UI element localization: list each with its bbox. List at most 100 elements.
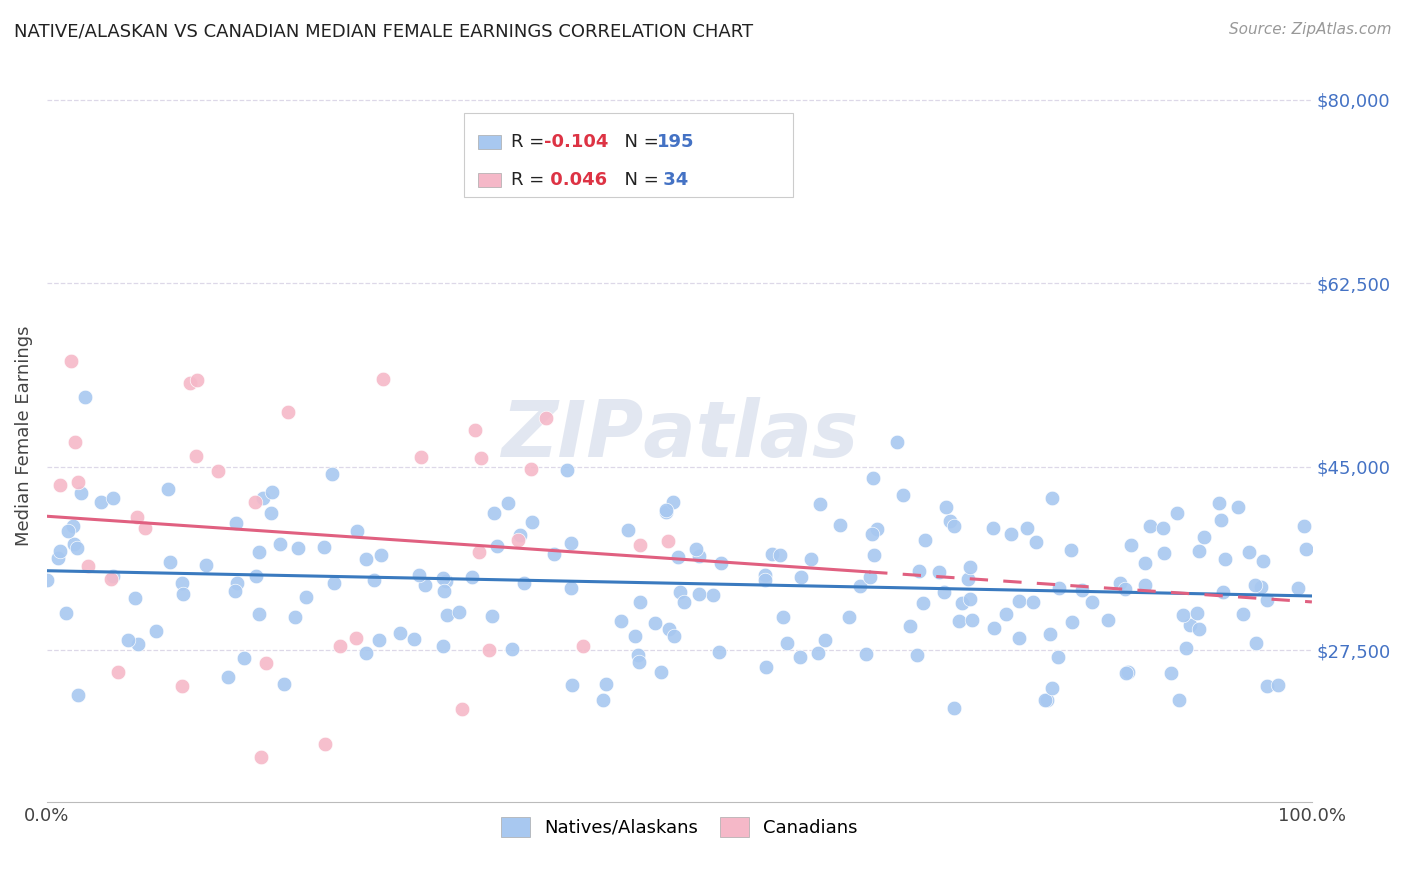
- Point: [90, 495, 112, 509]
- Point: [287, 541, 309, 555]
- Point: [481, 608, 503, 623]
- Point: [1171, 608, 1194, 623]
- Point: [1226, 500, 1249, 515]
- Point: [1035, 693, 1057, 707]
- Point: [623, 629, 645, 643]
- Point: [1194, 530, 1216, 544]
- Point: [269, 537, 291, 551]
- Point: [592, 693, 614, 707]
- Point: [543, 547, 565, 561]
- Point: [754, 573, 776, 587]
- Point: [891, 488, 914, 502]
- Point: [1256, 593, 1278, 607]
- Point: [1250, 580, 1272, 594]
- Point: [814, 633, 837, 648]
- Point: [249, 750, 271, 764]
- Point: [172, 587, 194, 601]
- Point: [354, 646, 377, 660]
- Y-axis label: Median Female Earnings: Median Female Earnings: [15, 326, 32, 546]
- Point: [628, 539, 651, 553]
- Point: [63, 537, 86, 551]
- Point: [572, 639, 595, 653]
- Text: N =: N =: [613, 171, 665, 189]
- Point: [1115, 666, 1137, 681]
- Point: [1047, 650, 1070, 665]
- Text: 0.046: 0.046: [544, 171, 607, 189]
- Point: [983, 621, 1005, 635]
- Point: [145, 624, 167, 638]
- Point: [77, 559, 100, 574]
- Point: [1178, 617, 1201, 632]
- Point: [432, 639, 454, 653]
- Point: [262, 484, 284, 499]
- Point: [413, 577, 436, 591]
- Point: [434, 574, 457, 589]
- Point: [1232, 607, 1254, 621]
- Point: [1294, 518, 1316, 533]
- Point: [59, 354, 82, 368]
- Point: [520, 462, 543, 476]
- Text: R =: R =: [510, 171, 550, 189]
- Point: [859, 569, 882, 583]
- Point: [800, 551, 823, 566]
- Point: [942, 519, 965, 533]
- Point: [555, 463, 578, 477]
- Point: [1139, 519, 1161, 533]
- Point: [464, 423, 486, 437]
- Point: [935, 500, 957, 515]
- Point: [560, 536, 582, 550]
- Point: [277, 405, 299, 419]
- Point: [66, 541, 89, 556]
- Point: [685, 542, 707, 557]
- Point: [950, 596, 973, 610]
- Point: [125, 510, 148, 524]
- Point: [534, 410, 557, 425]
- Point: [63, 435, 86, 450]
- Point: [260, 506, 283, 520]
- Text: 195: 195: [657, 133, 695, 151]
- Point: [1119, 538, 1142, 552]
- Point: [1244, 635, 1267, 649]
- Point: [560, 581, 582, 595]
- Point: [1295, 542, 1317, 557]
- Point: [101, 491, 124, 505]
- Point: [1166, 506, 1188, 520]
- Point: [709, 645, 731, 659]
- Point: [346, 524, 368, 538]
- Point: [225, 576, 247, 591]
- Point: [252, 491, 274, 506]
- Point: [855, 648, 877, 662]
- Point: [658, 622, 681, 636]
- Point: [934, 584, 956, 599]
- Point: [408, 568, 430, 582]
- Point: [1174, 641, 1197, 656]
- Point: [225, 516, 247, 530]
- Point: [1133, 577, 1156, 591]
- Point: [321, 467, 343, 481]
- Point: [702, 588, 724, 602]
- Point: [344, 631, 367, 645]
- Point: [981, 521, 1004, 535]
- Text: R =: R =: [510, 133, 550, 151]
- Point: [1286, 582, 1309, 596]
- Text: NATIVE/ALASKAN VS CANADIAN MEDIAN FEMALE EARNINGS CORRELATION CHART: NATIVE/ALASKAN VS CANADIAN MEDIAN FEMALE…: [14, 22, 754, 40]
- Point: [848, 579, 870, 593]
- Point: [1215, 552, 1237, 566]
- Point: [432, 571, 454, 585]
- Point: [1243, 577, 1265, 591]
- Point: [509, 527, 531, 541]
- Point: [959, 560, 981, 574]
- Point: [908, 564, 931, 578]
- Point: [217, 670, 239, 684]
- Point: [1188, 544, 1211, 558]
- Point: [1251, 554, 1274, 568]
- Point: [610, 615, 633, 629]
- Point: [673, 595, 696, 609]
- Point: [233, 651, 256, 665]
- Point: [468, 545, 491, 559]
- Point: [662, 495, 685, 509]
- Point: [451, 702, 474, 716]
- Point: [1212, 585, 1234, 599]
- Point: [710, 556, 733, 570]
- Point: [284, 610, 307, 624]
